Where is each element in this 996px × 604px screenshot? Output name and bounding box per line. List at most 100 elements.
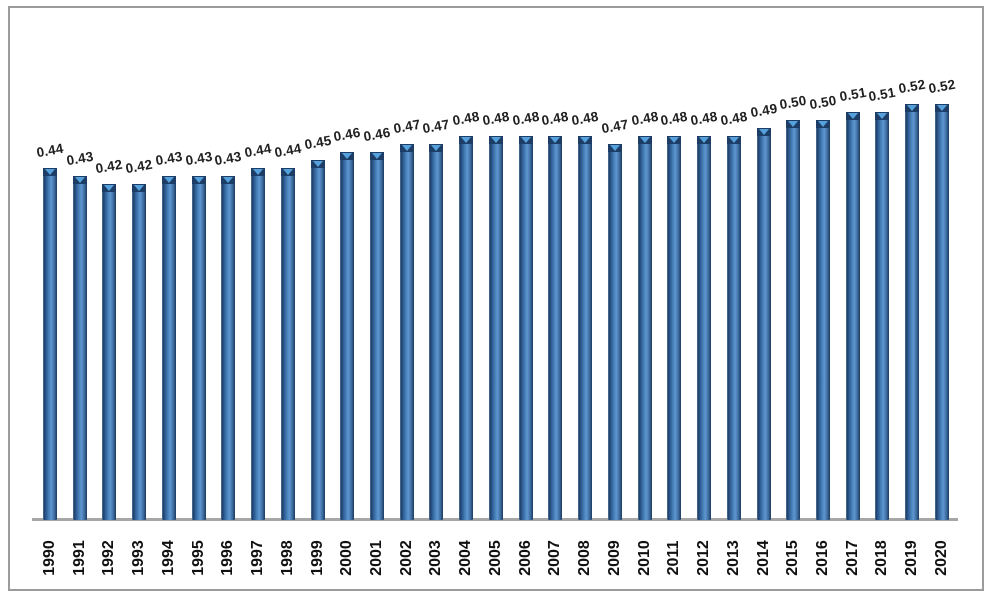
bar-cap-triangle-icon [401, 145, 412, 151]
bar [637, 136, 652, 520]
bar-cap-triangle-icon [342, 153, 353, 159]
bar-top-cap [548, 136, 563, 144]
x-tick-label: 2007 [546, 540, 564, 576]
bar [578, 136, 593, 520]
bar [815, 120, 830, 520]
bar-top-cap [488, 136, 503, 144]
x-tick-label: 1999 [308, 540, 326, 576]
bar-top-cap [161, 176, 176, 184]
x-tick-label: 1994 [159, 540, 177, 576]
bar [697, 136, 712, 520]
x-tick-label: 2009 [605, 540, 623, 576]
bar-top-cap [370, 152, 385, 160]
x-tick-label: 1990 [41, 540, 58, 576]
bar-top-cap [845, 112, 860, 120]
bar-top-cap [905, 104, 920, 112]
bar [548, 136, 563, 520]
bar [280, 168, 295, 520]
bar [518, 136, 533, 520]
bar [875, 112, 890, 520]
bar-cap-triangle-icon [788, 121, 799, 127]
x-tick-label: 2014 [754, 540, 772, 576]
bar [756, 128, 771, 520]
bar-top-cap [637, 136, 652, 144]
x-tick-label: 2006 [516, 540, 534, 576]
x-tick-label: 2008 [576, 540, 594, 576]
bar-top-cap [43, 168, 57, 176]
bar-cap-triangle-icon [580, 137, 591, 143]
bar-top-cap [934, 104, 949, 112]
bar [310, 160, 325, 520]
bar [429, 144, 444, 520]
bar-cap-triangle-icon [45, 169, 55, 175]
bar [786, 120, 801, 520]
bar-top-cap [280, 168, 295, 176]
bar [72, 176, 87, 520]
x-tick-label: 1997 [249, 540, 267, 576]
bar-top-cap [102, 184, 117, 192]
x-tick-label: 1998 [278, 540, 296, 576]
bar-cap-triangle-icon [312, 161, 323, 167]
bar-cap-triangle-icon [520, 137, 531, 143]
bar-cap-triangle-icon [104, 185, 115, 191]
x-tick-label: 2016 [813, 540, 831, 576]
bar-cap-triangle-icon [639, 137, 650, 143]
bar-top-cap [726, 136, 741, 144]
x-tick-label: 1995 [189, 540, 207, 576]
bar-top-cap [578, 136, 593, 144]
bar [607, 144, 622, 520]
bar-cap-triangle-icon [907, 105, 918, 111]
bar-cap-triangle-icon [609, 145, 620, 151]
bar-top-cap [697, 136, 712, 144]
bar [43, 168, 57, 520]
bar-cap-triangle-icon [699, 137, 710, 143]
bar-top-cap [756, 128, 771, 136]
bar-cap-triangle-icon [550, 137, 561, 143]
bar [399, 144, 414, 520]
bar-cap-triangle-icon [461, 137, 472, 143]
bar-cap-triangle-icon [223, 177, 234, 183]
x-tick-label: 2011 [665, 540, 683, 576]
bar [905, 104, 920, 520]
bar [191, 176, 206, 520]
x-tick-label: 2017 [843, 540, 861, 576]
bar-cap-triangle-icon [193, 177, 204, 183]
bar-top-cap [815, 120, 830, 128]
x-tick-label: 2020 [932, 540, 950, 576]
bar-cap-triangle-icon [847, 113, 858, 119]
x-tick-label: 2000 [338, 540, 356, 576]
bar [161, 176, 176, 520]
bar-top-cap [875, 112, 890, 120]
x-tick-label: 1992 [100, 540, 118, 576]
bar-cap-triangle-icon [253, 169, 264, 175]
bar [726, 136, 741, 520]
bar-cap-triangle-icon [817, 121, 828, 127]
x-tick-label: 2015 [784, 540, 802, 576]
bar-top-cap [607, 144, 622, 152]
bar-top-cap [786, 120, 801, 128]
bar-top-cap [340, 152, 355, 160]
bar-top-cap [191, 176, 206, 184]
bar [934, 104, 949, 520]
bar-top-cap [518, 136, 533, 144]
x-tick-label: 2004 [457, 540, 475, 576]
x-tick-label: 1993 [130, 540, 148, 576]
bar-cap-triangle-icon [282, 169, 293, 175]
bar-top-cap [399, 144, 414, 152]
bar [488, 136, 503, 520]
x-tick-label: 2013 [724, 540, 742, 576]
bar-top-cap [667, 136, 682, 144]
x-tick-label: 2003 [427, 540, 445, 576]
bar-top-cap [251, 168, 266, 176]
x-tick-label: 1991 [70, 540, 88, 576]
bar [132, 184, 147, 520]
bar-cap-triangle-icon [490, 137, 501, 143]
bar-cap-triangle-icon [669, 137, 680, 143]
bar-cap-triangle-icon [163, 177, 174, 183]
bar [251, 168, 266, 520]
bar [340, 152, 355, 520]
bar [221, 176, 236, 520]
bar [667, 136, 682, 520]
x-tick-label: 2012 [695, 540, 713, 576]
